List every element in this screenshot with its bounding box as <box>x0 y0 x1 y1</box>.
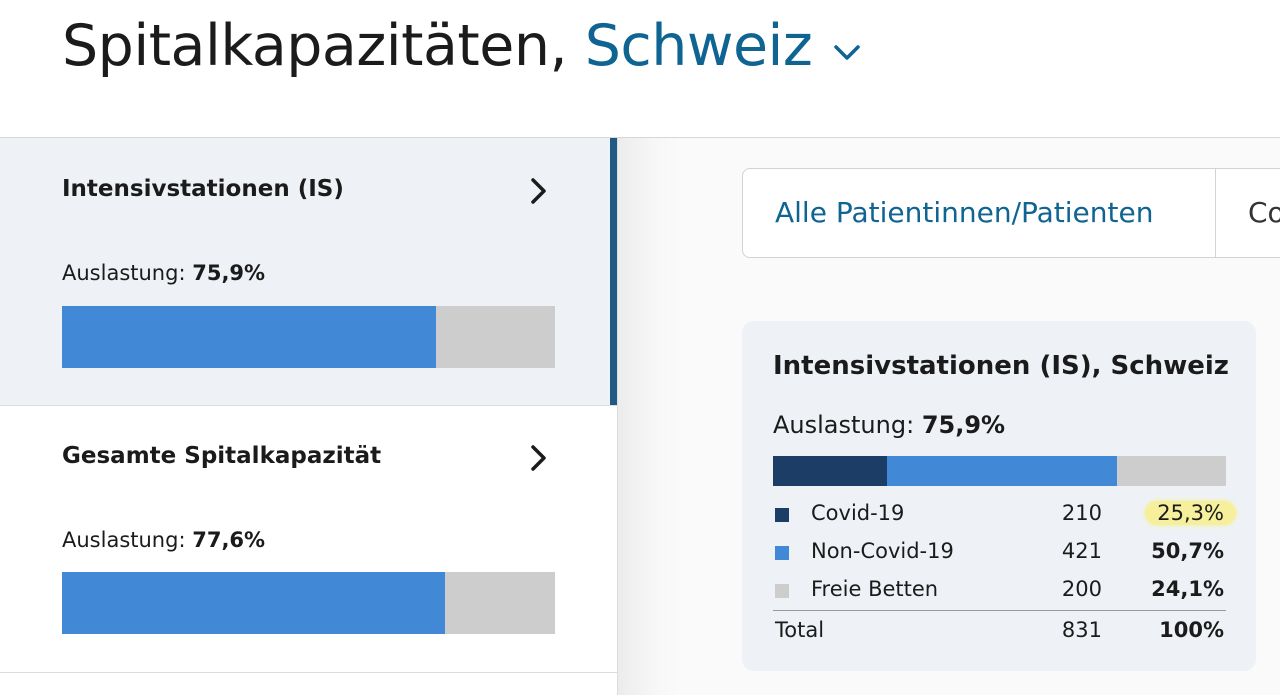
card-utilization: Auslastung: 77,6% <box>62 528 265 552</box>
util-value: 75,9% <box>192 261 266 285</box>
sidebar-card-total-capacity[interactable]: Gesamte Spitalkapazität Auslastung: 77,6… <box>0 406 617 672</box>
legend-swatch <box>775 584 789 598</box>
legend-row-total: Total 831 100% <box>773 613 1226 649</box>
card-title: Gesamte Spitalkapazität <box>62 443 382 469</box>
legend-label: Non-Covid-19 <box>811 539 954 563</box>
region-label: Schweiz <box>584 13 813 79</box>
patient-tabs: Alle Patientinnen/Patienten Co <box>742 168 1280 258</box>
legend-count: 421 <box>1061 539 1102 563</box>
card-divider <box>0 405 617 406</box>
capacity-summary-card: Intensivstationen (IS), Schweiz Auslastu… <box>742 321 1256 671</box>
total-percent: 100% <box>1159 618 1224 642</box>
legend-row-free-beds: Freie Betten 200 24,1% <box>773 572 1226 608</box>
segment-covid <box>773 456 888 486</box>
page-header: Spitalkapazitäten, Schweiz <box>0 0 1280 137</box>
region-selector[interactable]: Schweiz <box>585 13 861 79</box>
tab-all-patients[interactable]: Alle Patientinnen/Patienten <box>775 196 1154 229</box>
sidebar: Intensivstationen (IS) Auslastung: 75,9%… <box>0 138 617 695</box>
legend-percent: 50,7% <box>1151 539 1224 563</box>
summary-utilization: Auslastung: 75,9% <box>773 411 1005 439</box>
card-title: Intensivstationen (IS) <box>62 176 344 202</box>
legend-count: 210 <box>1061 501 1102 525</box>
total-label: Total <box>775 618 825 642</box>
chevron-right-icon[interactable] <box>528 176 550 210</box>
chevron-right-icon[interactable] <box>528 443 550 477</box>
active-indicator <box>610 138 617 405</box>
legend-label: Freie Betten <box>811 577 939 601</box>
legend-percent: 25,3% <box>1145 501 1236 525</box>
panel-shadow <box>618 138 680 695</box>
total-divider <box>773 610 1226 611</box>
legend-label: Covid-19 <box>811 501 905 525</box>
legend-row-covid: Covid-19 210 25,3% <box>773 496 1236 532</box>
chevron-down-icon[interactable] <box>834 4 861 80</box>
segment-free-beds <box>1116 456 1226 486</box>
total-count: 831 <box>1061 618 1102 642</box>
legend-count: 200 <box>1061 577 1102 601</box>
stacked-utilization-bar <box>773 456 1226 486</box>
util-value: 77,6% <box>192 528 266 552</box>
summary-title: Intensivstationen (IS), Schweiz <box>773 351 1229 381</box>
util-label: Auslastung: <box>62 261 186 285</box>
util-value: 75,9% <box>921 411 1006 439</box>
sidebar-border <box>617 138 618 695</box>
util-label: Auslastung: <box>62 528 186 552</box>
sidebar-card-intensive-care[interactable]: Intensivstationen (IS) Auslastung: 75,9% <box>0 138 617 405</box>
legend-swatch <box>775 508 789 522</box>
utilization-bar-fill <box>62 572 445 634</box>
utilization-bar-fill <box>62 306 437 368</box>
util-label: Auslastung: <box>773 411 915 439</box>
utilization-bar <box>62 572 555 634</box>
legend-swatch <box>775 546 789 560</box>
legend-row-non-covid: Non-Covid-19 421 50,7% <box>773 534 1226 570</box>
page-title-prefix: Spitalkapazitäten, <box>62 13 585 79</box>
tab-covid-patients[interactable]: Co <box>1215 169 1280 257</box>
header-divider <box>0 137 1280 138</box>
card-utilization: Auslastung: 75,9% <box>62 261 265 285</box>
card-divider <box>0 672 617 673</box>
page-title: Spitalkapazitäten, Schweiz <box>62 8 861 84</box>
legend-percent: 24,1% <box>1151 577 1224 601</box>
utilization-bar <box>62 306 555 368</box>
segment-non-covid <box>887 456 1117 486</box>
